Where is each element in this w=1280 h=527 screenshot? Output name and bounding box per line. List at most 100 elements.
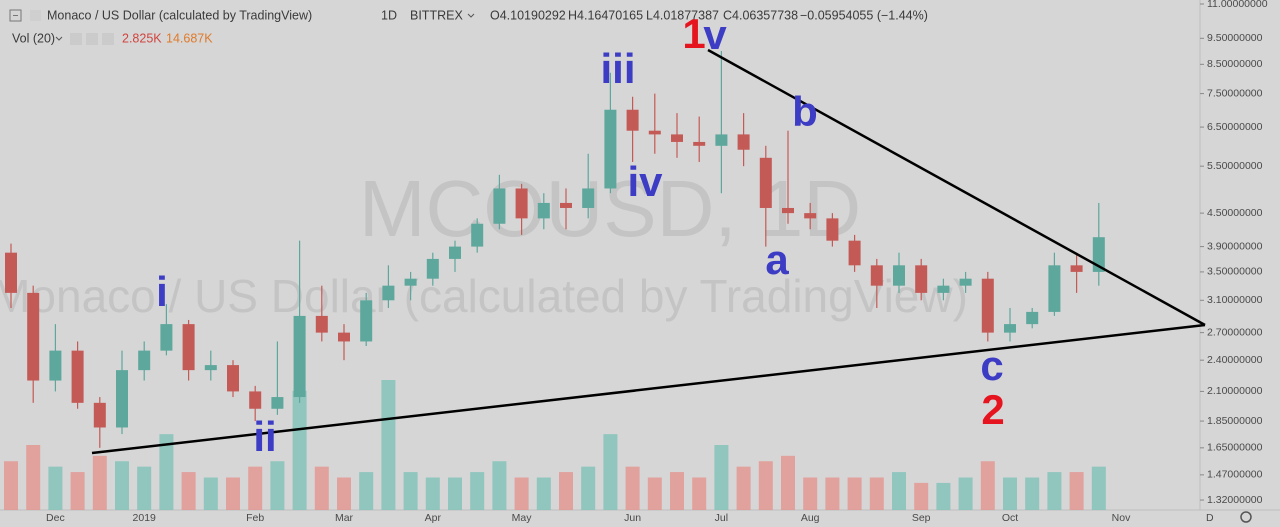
- volume-bar: [758, 461, 773, 510]
- candle-body: [759, 157, 772, 208]
- interval[interactable]: 1D: [381, 8, 397, 22]
- candle-body: [648, 130, 661, 135]
- volume-bar: [1025, 477, 1040, 510]
- y-tick-label: 1.85000000: [1207, 415, 1263, 427]
- wave-label: 2: [981, 386, 1004, 433]
- x-tick-label: Nov: [1112, 512, 1131, 524]
- y-tick-label: 2.70000000: [1207, 326, 1263, 338]
- volume-title[interactable]: Vol (20): [12, 31, 55, 45]
- volume-bar: [692, 477, 707, 510]
- y-tick-label: 3.10000000: [1207, 294, 1263, 306]
- lower-trendline: [91, 323, 1206, 455]
- volume-bar: [803, 477, 818, 510]
- candle-body: [49, 350, 62, 381]
- watermark-title: Monaco / US Dollar (calculated by Tradin…: [0, 270, 968, 322]
- candle-body: [537, 202, 550, 219]
- indicator-icon[interactable]: [86, 33, 98, 45]
- x-tick-label: Apr: [425, 512, 442, 524]
- candle-body: [604, 109, 617, 189]
- volume-bar: [181, 472, 196, 510]
- candle-body: [671, 134, 683, 142]
- candle-body: [870, 265, 883, 286]
- y-tick-label: 7.50000000: [1207, 87, 1263, 99]
- candle-body: [782, 207, 794, 214]
- volume-bar: [559, 472, 573, 510]
- volume-bar: [714, 445, 729, 510]
- candle-body: [804, 213, 817, 219]
- x-tick-label: 2019: [133, 512, 157, 524]
- candle-body: [471, 223, 484, 247]
- x-tick-label: May: [512, 512, 533, 524]
- y-tick-label: 5.50000000: [1207, 160, 1263, 172]
- indicator-icon[interactable]: [102, 33, 114, 45]
- y-tick-label: 11.00000000: [1207, 0, 1268, 10]
- volume-bar: [337, 477, 351, 510]
- volume-bar: [581, 466, 596, 510]
- candle-body: [737, 134, 750, 150]
- volume-bar: [381, 380, 396, 510]
- candle-body: [382, 285, 395, 301]
- volume-bar: [115, 461, 129, 510]
- x-tick-label: D: [1206, 512, 1214, 524]
- volume-bar: [26, 445, 41, 510]
- symbol-title[interactable]: Monaco / US Dollar (calculated by Tradin…: [47, 8, 312, 22]
- volume-value: 2.825K: [122, 31, 162, 45]
- wave-label: iii: [600, 45, 635, 92]
- candle-body: [1004, 324, 1016, 333]
- volume-bar: [1003, 477, 1017, 510]
- dropdown-icon[interactable]: [55, 36, 63, 41]
- exchange[interactable]: BITTREX: [410, 8, 463, 22]
- volume-bar: [847, 477, 862, 510]
- volume-bar: [781, 455, 795, 510]
- x-tick-label: Jul: [715, 512, 728, 524]
- candle-body: [915, 265, 928, 293]
- candle-body: [315, 315, 328, 333]
- volume-bar: [159, 434, 174, 510]
- collapse-icon[interactable]: [9, 9, 22, 22]
- wave-label: a: [765, 236, 789, 283]
- dropdown-icon[interactable]: [467, 13, 475, 18]
- y-tick-label: 1.65000000: [1207, 442, 1263, 454]
- candle-body: [826, 218, 839, 241]
- settings-icon[interactable]: [1240, 511, 1252, 523]
- volume-bar: [892, 472, 906, 510]
- candle-body: [493, 188, 506, 224]
- wave-label: 1: [682, 10, 705, 57]
- candle-body: [293, 315, 306, 398]
- wave-label: v: [703, 11, 727, 58]
- y-tick-label: 4.50000000: [1207, 207, 1263, 219]
- volume-bar: [314, 466, 329, 510]
- candle-body: [360, 300, 373, 342]
- volume-bar: [448, 477, 462, 510]
- candle-body: [560, 202, 572, 208]
- volume-bar: [736, 466, 751, 510]
- candle-body: [338, 332, 350, 342]
- upper-trendline: [707, 48, 1206, 327]
- candle-body: [249, 391, 262, 409]
- candle-body: [449, 246, 461, 259]
- volume-bar: [292, 390, 307, 510]
- ohlc-high: H4.16470165: [568, 8, 643, 22]
- volume-bar: [647, 477, 662, 510]
- wave-label: b: [792, 88, 818, 135]
- candle-body: [1070, 265, 1083, 272]
- x-tick-label: Oct: [1002, 512, 1018, 524]
- candle-body: [138, 350, 151, 371]
- candle-body: [160, 324, 173, 351]
- indicator-icon[interactable]: [70, 33, 82, 45]
- volume-bar: [869, 477, 884, 510]
- x-tick-label: Aug: [801, 512, 820, 524]
- symbol-icon: [30, 10, 41, 21]
- candle-body: [5, 252, 17, 293]
- volume-bar: [92, 455, 107, 510]
- volume-bar: [670, 472, 684, 510]
- candle-body: [515, 188, 528, 219]
- volume-bar: [603, 434, 618, 510]
- ohlc-change: −0.05954055 (−1.44%): [800, 8, 928, 22]
- candle-body: [1026, 311, 1039, 325]
- volume-bar: [248, 466, 263, 510]
- y-tick-label: 9.50000000: [1207, 32, 1263, 44]
- ohlc-open: O4.10190292: [490, 8, 566, 22]
- volume-bar: [470, 472, 485, 510]
